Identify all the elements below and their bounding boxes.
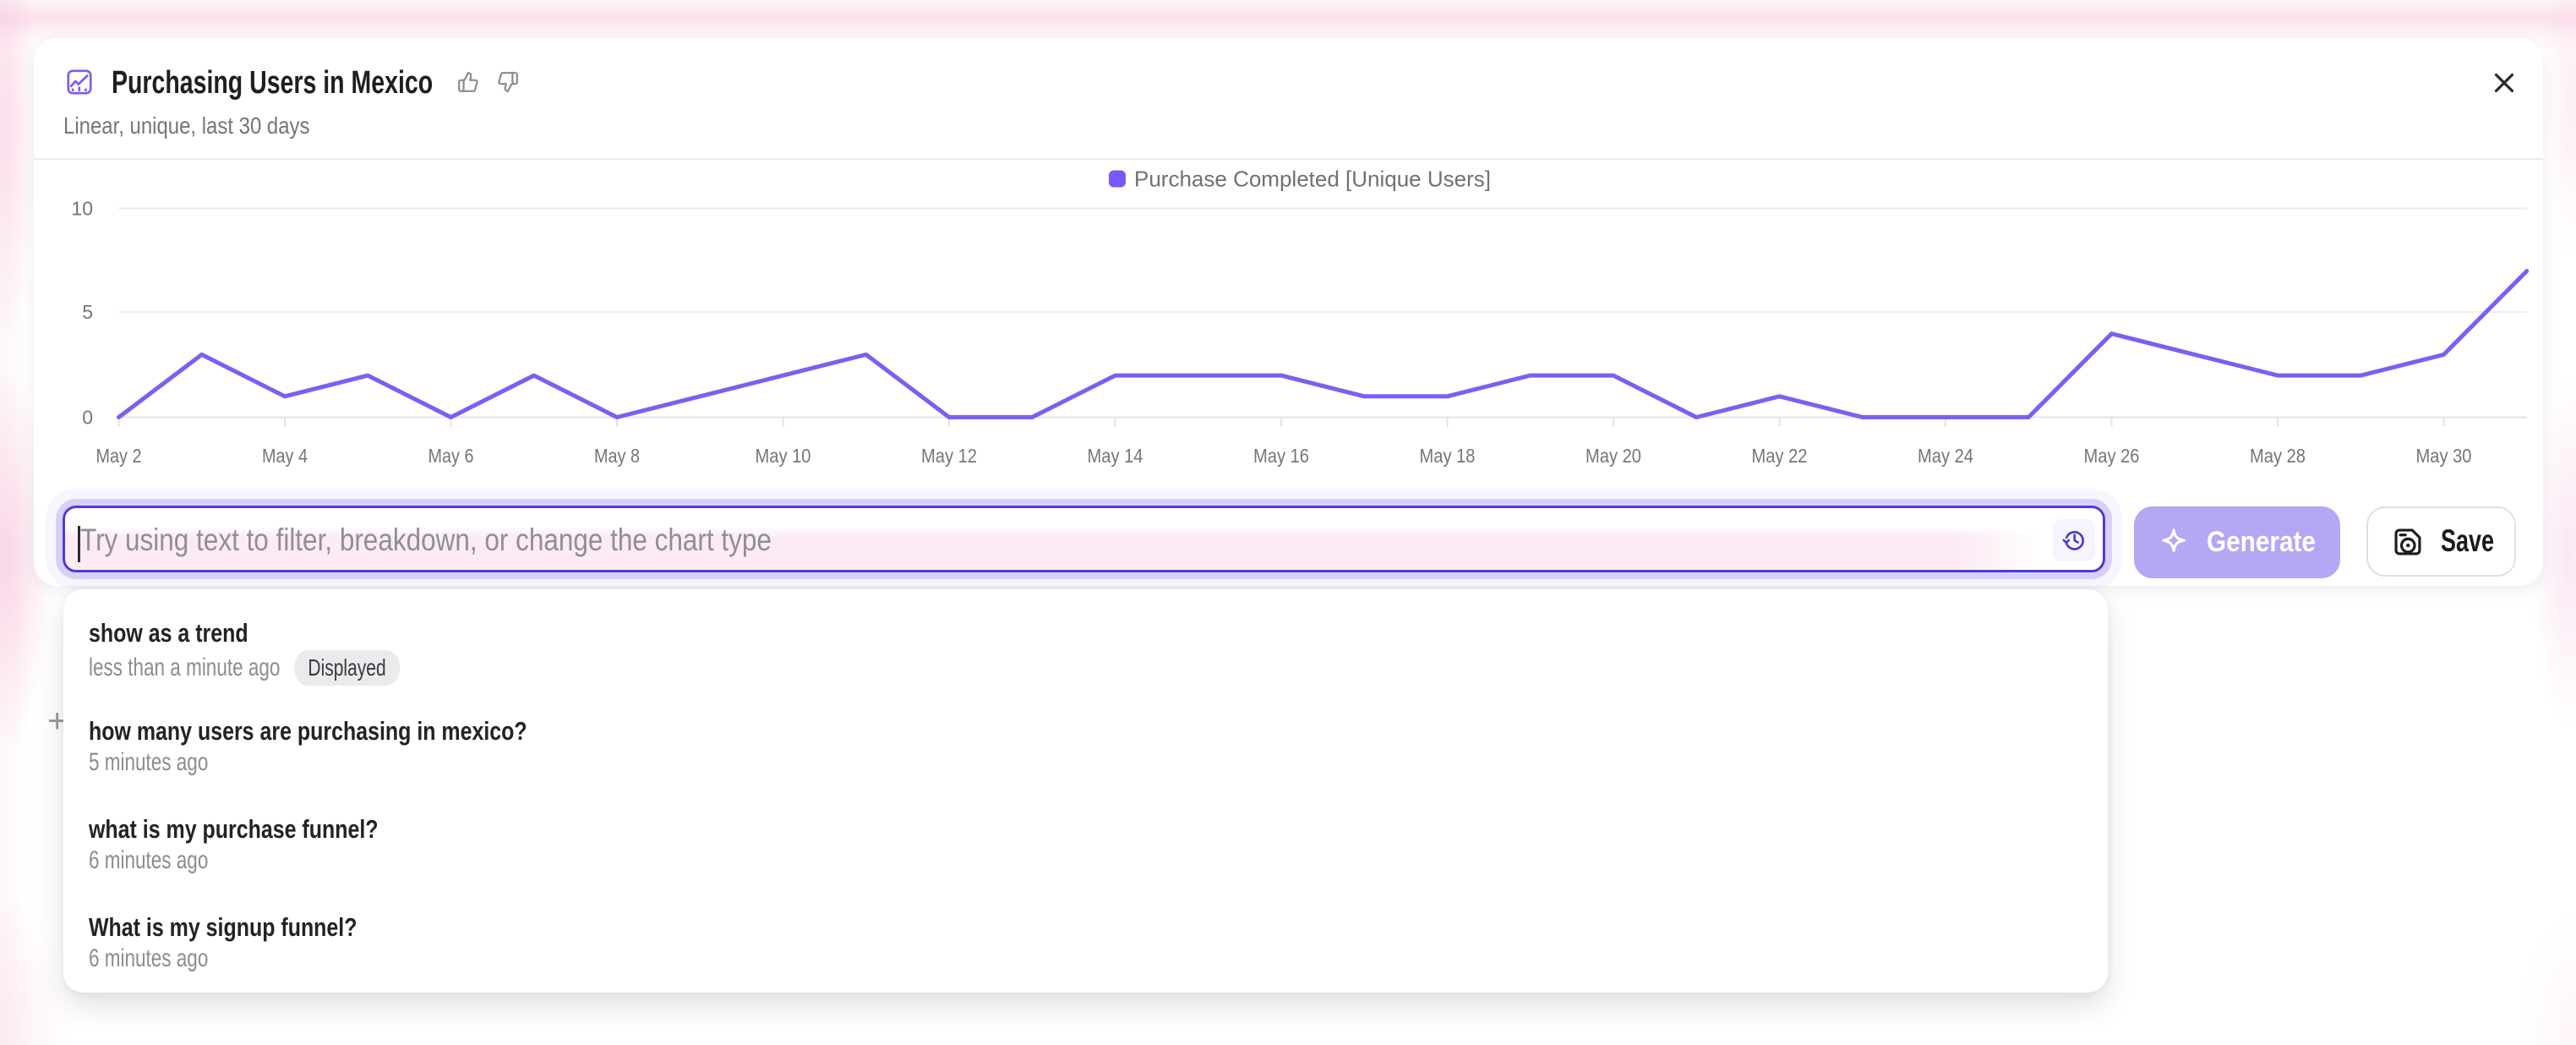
svg-text:May 22: May 22 [1752,445,1808,467]
svg-text:Purchase Completed [Unique Use: Purchase Completed [Unique Users] [1134,167,1491,192]
svg-text:May 12: May 12 [921,445,977,467]
svg-text:May 20: May 20 [1585,445,1641,467]
svg-text:May 4: May 4 [262,445,308,467]
svg-text:10: 10 [71,198,93,220]
svg-text:May 8: May 8 [594,445,640,467]
svg-text:May 10: May 10 [756,445,811,467]
svg-text:May 16: May 16 [1253,445,1309,467]
svg-text:May 28: May 28 [2250,445,2306,467]
svg-text:May 24: May 24 [1918,445,1973,467]
svg-text:May 18: May 18 [1420,445,1476,467]
svg-text:0: 0 [82,407,93,429]
svg-text:May 30: May 30 [2416,445,2472,467]
svg-text:May 26: May 26 [2084,445,2140,467]
svg-text:May 2: May 2 [96,445,142,467]
svg-text:May 6: May 6 [428,445,474,467]
svg-text:5: 5 [82,301,93,323]
svg-text:May 14: May 14 [1088,445,1143,467]
